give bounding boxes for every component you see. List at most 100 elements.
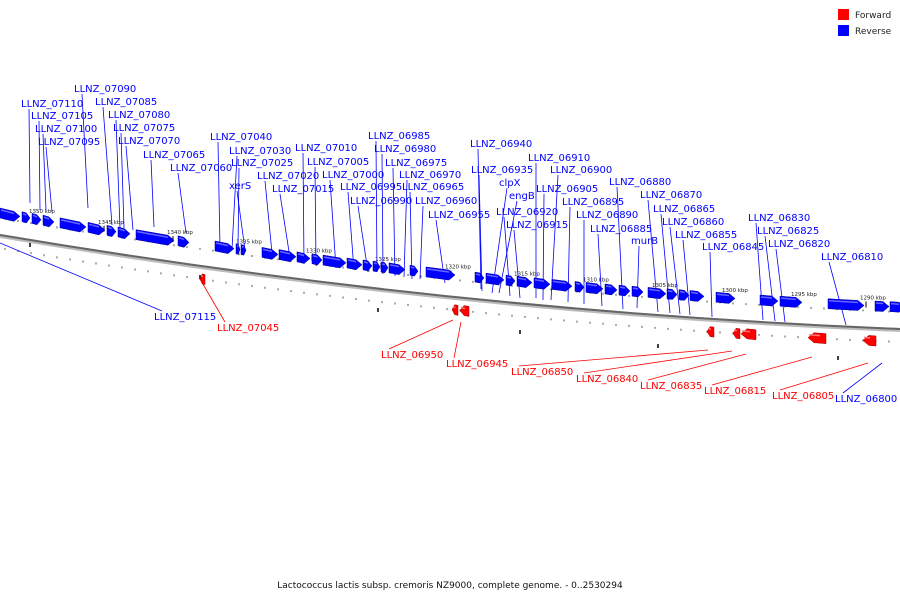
reverse-gene-leader-line	[498, 200, 518, 294]
kbp-tick-label: 1295 kbp	[791, 292, 817, 298]
reverse-gene-leader-line	[102, 106, 113, 226]
gene-arrow-highlight	[863, 336, 871, 339]
legend-reverse-swatch	[838, 25, 849, 36]
reverse-gene-label-llnz-06865: LLNZ_06865	[653, 204, 715, 215]
reverse-gene-leader-line	[217, 141, 221, 249]
gene-arrow-highlight	[410, 266, 415, 269]
reverse-gene-label-llnz-07110: LLNZ_07110	[21, 99, 83, 110]
genome-backbone-shadow	[0, 234, 900, 332]
reverse-gene-label-llnz-07085: LLNZ_07085	[95, 97, 157, 108]
forward-gene-label-llnz-06835: LLNZ_06835	[640, 381, 702, 392]
kbp-tick-label: 1330 kbp	[306, 249, 332, 255]
forward-gene-label-llnz-06945: LLNZ_06945	[446, 359, 508, 370]
gene-arrow-highlight	[43, 216, 50, 220]
reverse-gene-label-llnz-06975: LLNZ_06975	[385, 158, 447, 169]
reverse-gene-label-llnz-06980: LLNZ_06980	[374, 144, 436, 155]
reverse-gene-label-engb: engB	[509, 191, 535, 202]
reverse-gene-leader-line	[329, 179, 337, 269]
reverse-gene-label-llnz-07075: LLNZ_07075	[113, 123, 175, 134]
reverse-gene-label-llnz-07015: LLNZ_07015	[272, 184, 334, 195]
gene-arrow-highlight	[297, 253, 305, 257]
gene-arrow-highlight	[690, 291, 699, 295]
gene-arrow-highlight	[506, 276, 512, 279]
reverse-gene-leader-line	[550, 174, 559, 301]
kbp-tick-label: 1325 kbp	[375, 257, 401, 263]
reverse-gene-label-llnz-07025: LLNZ_07025	[231, 158, 293, 169]
gene-arrow-highlight	[178, 237, 185, 241]
forward-gene-label-llnz-06840: LLNZ_06840	[576, 374, 638, 385]
gene-arrow-highlight	[632, 287, 639, 290]
gene-arrow-highlight	[32, 214, 38, 218]
kbp-tick-label: 1345 kbp	[98, 220, 124, 226]
reverse-gene-leader-line	[81, 93, 89, 209]
gene-arrow-highlight	[279, 250, 291, 255]
forward-gene-label-llnz-07045: LLNZ_07045	[217, 323, 279, 334]
gene-arrow-highlight	[347, 259, 357, 263]
forward-gene-leader-line	[779, 362, 869, 391]
reverse-gene-leader-line	[709, 251, 713, 318]
forward-gene-arrow	[451, 304, 459, 316]
forward-gene-leader-line	[453, 321, 462, 359]
gene-arrow-highlight	[118, 228, 125, 232]
forward-gene-label-llnz-06805: LLNZ_06805	[772, 391, 834, 402]
gene-arrow-highlight	[236, 245, 239, 248]
gene-arrow-highlight	[373, 262, 378, 265]
reverse-gene-leader-line	[597, 233, 603, 307]
gene-arrow-highlight	[575, 282, 581, 285]
reverse-gene-label-llnz-06905: LLNZ_06905	[536, 184, 598, 195]
reverse-gene-leader-line	[375, 140, 378, 273]
kbp-tick-label: 1310 kbp	[583, 278, 609, 284]
reverse-gene-label-llnz-06995: LLNZ_06995	[340, 182, 402, 193]
reverse-gene-leader-line	[302, 152, 305, 264]
reverse-gene-leader-line	[237, 167, 240, 251]
reverse-gene-label-llnz-06885: LLNZ_06885	[590, 224, 652, 235]
gene-labels: LLNZ_07090 LLNZ_07110 LLNZ_07085LLNZ_07105…	[21, 84, 897, 405]
reverse-gene-label-xers: xerS	[229, 181, 251, 192]
gene-arrow-highlight	[760, 296, 773, 299]
reverse-gene-leader-line	[478, 174, 483, 292]
gene-arrow-highlight	[363, 261, 369, 264]
reverse-gene-label-llnz-06940: LLNZ_06940	[470, 139, 532, 150]
gene-arrow-highlight	[460, 306, 466, 310]
reverse-gene-label-llnz-07010: LLNZ_07010	[295, 143, 357, 154]
reverse-gene-label-llnz-06910: LLNZ_06910	[528, 153, 590, 164]
reverse-gene-label-llnz-07095: LLNZ_07095	[38, 137, 100, 148]
reverse-gene-label-llnz-07105: LLNZ_07105	[31, 111, 93, 122]
reverse-gene-leader-line	[419, 205, 424, 280]
gene-arrow-highlight	[200, 275, 204, 278]
gene-arrow-highlight	[828, 300, 859, 304]
reverse-gene-label-llnz-06920: LLNZ_06920	[496, 207, 558, 218]
kbp-tick-label: 1335 kbp	[236, 240, 262, 246]
reverse-gene-label-llnz-06965: LLNZ_06965	[402, 182, 464, 193]
reverse-gene-label-llnz-06860: LLNZ_06860	[662, 217, 724, 228]
label-leaders	[0, 93, 883, 394]
reverse-gene-label-llnz-06845: LLNZ_06845	[702, 242, 764, 253]
gene-arrow-highlight	[679, 290, 685, 294]
reverse-gene-label-llnz-07040: LLNZ_07040	[210, 132, 272, 143]
reverse-gene-label-llnz-07000: LLNZ_07000	[322, 170, 384, 181]
gene-arrow-highlight	[875, 302, 884, 305]
gene-arrow-highlight	[215, 242, 229, 247]
reverse-gene-label-llnz-06935: LLNZ_06935	[471, 165, 533, 176]
gene-arrow-highlight	[586, 283, 598, 287]
reverse-gene-label-llnz-07060: LLNZ_07060	[170, 163, 232, 174]
reverse-gene-label-llnz-07100: LLNZ_07100	[35, 124, 97, 135]
reverse-gene-leader-line	[764, 235, 776, 322]
gene-arrow-highlight	[716, 293, 730, 297]
gene-arrow-highlight	[534, 279, 545, 282]
legend: Forward Reverse	[838, 9, 892, 37]
legend-forward-swatch	[838, 9, 849, 20]
legend-forward-label: Forward	[855, 11, 891, 21]
reverse-gene-label-llnz-06900: LLNZ_06900	[550, 165, 612, 176]
gene-arrow-highlight	[619, 286, 626, 289]
reverse-gene-label-murb: murB	[631, 236, 658, 247]
kbp-tick-label: 1290 kbp	[860, 296, 886, 302]
reverse-gene-leader-line	[828, 261, 847, 326]
reverse-gene-leader-line	[477, 148, 482, 290]
gene-arrow-highlight	[667, 290, 673, 293]
kbp-tick-label: 1320 kbp	[445, 265, 471, 271]
reverse-gene-leader-line	[45, 146, 53, 213]
reverse-gene-label-llnz-06825: LLNZ_06825	[757, 226, 819, 237]
gene-arrow-highlight	[312, 254, 318, 258]
